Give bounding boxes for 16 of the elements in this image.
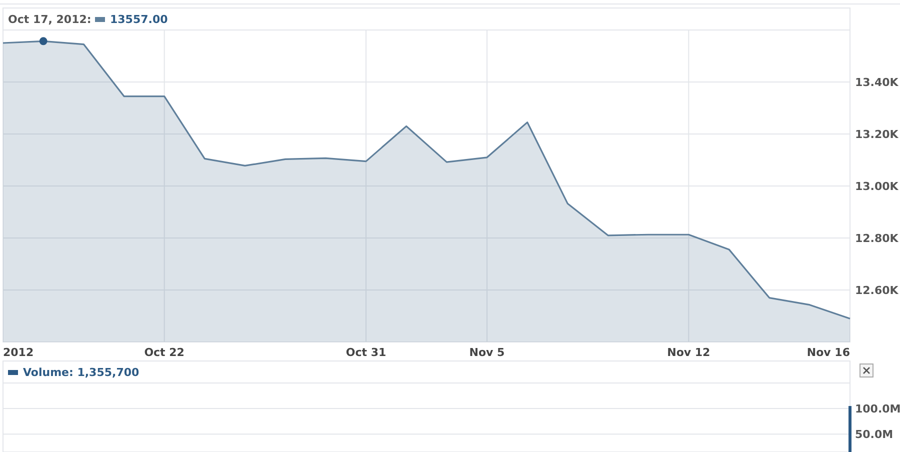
y-tick-label: 13.40K: [855, 76, 899, 89]
y-tick-label: 12.80K: [855, 232, 899, 245]
y-tick-label: 12.60K: [855, 284, 899, 297]
text: 13557.00: [110, 13, 168, 26]
y-tick-label: 50.0M: [855, 428, 894, 441]
y-tick-label: 13.00K: [855, 180, 899, 193]
chart-title: Volume: 1,355,700: [23, 366, 140, 379]
y-tick-label: 100.0M: [855, 402, 900, 416]
x-tick-label: Oct 22: [144, 346, 184, 359]
chart-title: Oct 17, 2012:: [8, 13, 92, 26]
y-tick-label: 13.20K: [855, 128, 899, 141]
x-tick-label: Nov 12: [667, 346, 710, 359]
x-tick-label: Nov 5: [469, 346, 505, 359]
x-tick-label: 2012: [3, 346, 34, 359]
x-tick-label: Nov 16: [806, 346, 850, 359]
x-tick-label: Oct 31: [346, 346, 386, 359]
